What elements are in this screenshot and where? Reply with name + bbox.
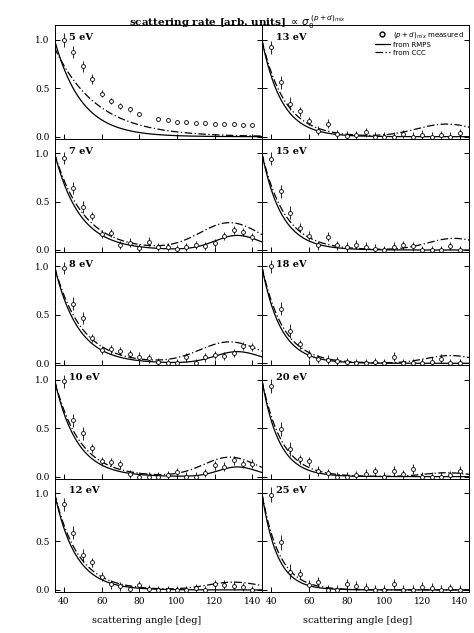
Text: scattering rate [arb. units] $\propto\,\sigma_0^{\,(p+d)_{mix}}$: scattering rate [arb. units] $\propto\,\… [129,13,345,30]
Text: 5 eV: 5 eV [69,34,93,42]
Legend: $(p+d)_{mix}$ measured, from RMPS, from CCC: $(p+d)_{mix}$ measured, from RMPS, from … [374,28,466,57]
Text: 20 eV: 20 eV [276,373,307,382]
Text: scattering angle [deg]: scattering angle [deg] [303,616,412,625]
Text: 10 eV: 10 eV [69,373,100,382]
Text: 8 eV: 8 eV [69,260,93,269]
Text: 25 eV: 25 eV [276,487,307,496]
Text: 13 eV: 13 eV [276,34,307,42]
Text: 7 eV: 7 eV [69,147,93,156]
Text: 12 eV: 12 eV [69,487,100,496]
Text: scattering angle [deg]: scattering angle [deg] [92,616,201,625]
Text: 18 eV: 18 eV [276,260,307,269]
Text: 15 eV: 15 eV [276,147,307,156]
